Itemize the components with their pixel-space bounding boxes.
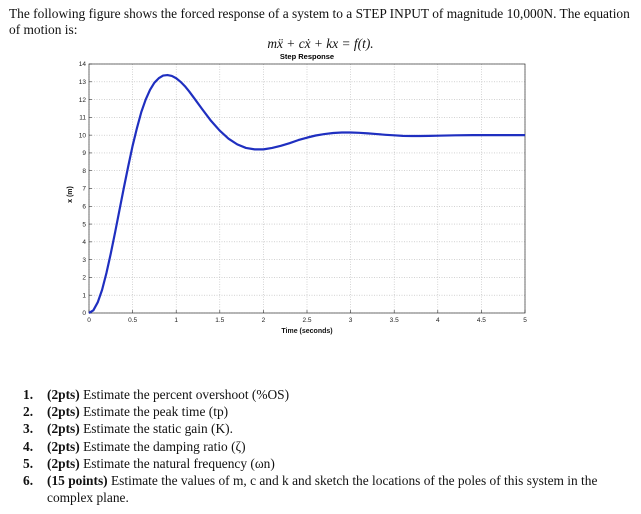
- x-tick-label: 0.5: [128, 317, 137, 324]
- question-body: (2pts) Estimate the peak time (tp): [47, 403, 633, 420]
- y-tick-label: 4: [82, 239, 86, 246]
- question-item: 1. (2pts) Estimate the percent overshoot …: [23, 386, 633, 403]
- x-tick-label: 3: [349, 317, 353, 324]
- question-points: (15 points): [47, 473, 108, 489]
- question-text: Estimate the natural frequency (ωn): [79, 455, 275, 471]
- question-item: 4. (2pts) Estimate the damping ratio (ζ): [23, 438, 633, 455]
- y-axis-label: x (m): [67, 186, 74, 203]
- x-tick-label: 1: [174, 317, 178, 324]
- chart-title: Step Response: [280, 52, 334, 61]
- intro-text: The following figure shows the forced re…: [9, 6, 630, 37]
- y-tick-label: 8: [82, 168, 86, 175]
- question-body: (2pts) Estimate the percent overshoot (%…: [47, 386, 633, 403]
- question-points: (2pts): [47, 455, 80, 471]
- y-tick-label: 9: [82, 150, 86, 157]
- x-tick-label: 1.5: [215, 317, 224, 324]
- question-body: (15 points) Estimate the values of m, c …: [47, 472, 633, 506]
- x-axis-label: Time (seconds): [281, 328, 332, 335]
- y-tick-label: 5: [82, 221, 86, 228]
- y-tick-label: 13: [79, 79, 87, 86]
- y-tick-label: 0: [82, 310, 86, 317]
- question-points: (2pts): [47, 438, 80, 454]
- x-tick-label: 5: [523, 317, 527, 324]
- question-points: (2pts): [47, 404, 80, 420]
- question-list: 1. (2pts) Estimate the percent overshoot …: [23, 386, 633, 506]
- question-body: (2pts) Estimate the natural frequency (ω…: [47, 455, 633, 472]
- question-text: Estimate the peak time (tp): [79, 404, 229, 420]
- question-item: 5. (2pts) Estimate the natural frequency …: [23, 455, 633, 472]
- question-text: Estimate the damping ratio (ζ): [79, 438, 246, 454]
- y-tick-label: 14: [79, 61, 87, 68]
- y-tick-label: 12: [79, 97, 87, 104]
- question-points: (2pts): [47, 421, 80, 437]
- y-tick-label: 3: [82, 257, 86, 264]
- plot-frame: [88, 63, 526, 314]
- x-tick-label: 4.5: [477, 317, 486, 324]
- question-item: 6. (15 points) Estimate the values of m, …: [23, 472, 633, 506]
- equation-of-motion: mẍ + cẋ + kx = f(t).: [267, 36, 374, 51]
- question-text: Estimate the values of m, c and k and sk…: [47, 473, 598, 506]
- step-response-line: [88, 73, 525, 314]
- question-body: (2pts) Estimate the static gain (K).: [47, 420, 633, 437]
- question-text: Estimate the static gain (K).: [79, 421, 233, 437]
- y-tick-label: 7: [82, 186, 86, 193]
- x-tick-label: 2: [262, 317, 266, 324]
- x-tick-label: 0: [87, 317, 91, 324]
- y-tick-label: 10: [79, 132, 87, 139]
- x-tick-label: 4: [436, 317, 440, 324]
- question-number: 2.: [23, 404, 34, 420]
- x-tick-label: 2.5: [302, 317, 311, 324]
- question-item: 3. (2pts) Estimate the static gain (K).: [23, 420, 633, 437]
- question-text: Estimate the percent overshoot (%OS): [79, 387, 290, 402]
- question-number: 4.: [23, 438, 34, 454]
- question-number: 5.: [23, 455, 34, 471]
- question-number: 1.: [23, 387, 34, 402]
- question-body: (2pts) Estimate the damping ratio (ζ): [47, 438, 633, 455]
- question-points: (2pts): [47, 387, 80, 402]
- question-item: 2. (2pts) Estimate the peak time (tp): [23, 403, 633, 420]
- y-tick-label: 6: [82, 203, 86, 210]
- x-tick-label: 3.5: [390, 317, 399, 324]
- question-number: 3.: [23, 421, 34, 437]
- y-tick-label: 1: [82, 292, 86, 299]
- y-tick-label: 2: [82, 275, 86, 282]
- y-tick-label: 11: [79, 115, 86, 122]
- question-number: 6.: [23, 473, 34, 489]
